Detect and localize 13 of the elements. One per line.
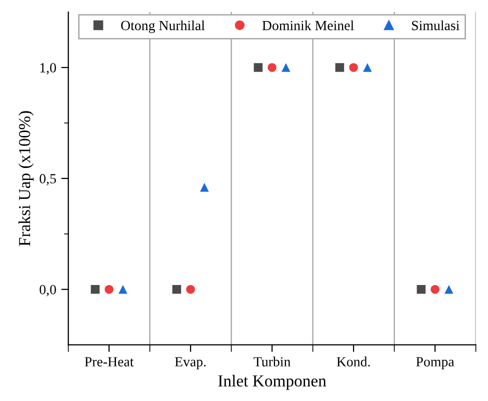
legend-label: Simulasi bbox=[412, 20, 460, 30]
x-tick-label: Kond. bbox=[336, 356, 370, 366]
x-tick-label: Pre-Heat bbox=[84, 357, 134, 366]
x-tick-label: Pompa bbox=[416, 357, 454, 370]
legend-label: Otong Nurhilal bbox=[121, 20, 205, 34]
x-tick-label: Turbin bbox=[254, 356, 291, 366]
y-tick-label: 0,0 bbox=[40, 284, 56, 296]
y-tick-label: 1,0 bbox=[40, 63, 56, 74]
legend-label: Dominik Meinel bbox=[262, 20, 354, 30]
x-axis-title: Inlet Komponen bbox=[218, 374, 326, 390]
x-tick-label: Evap. bbox=[174, 357, 206, 370]
y-tick-label: 0,5 bbox=[40, 174, 56, 186]
y-axis-title: Fraksi Uap (x100%) bbox=[18, 111, 34, 246]
